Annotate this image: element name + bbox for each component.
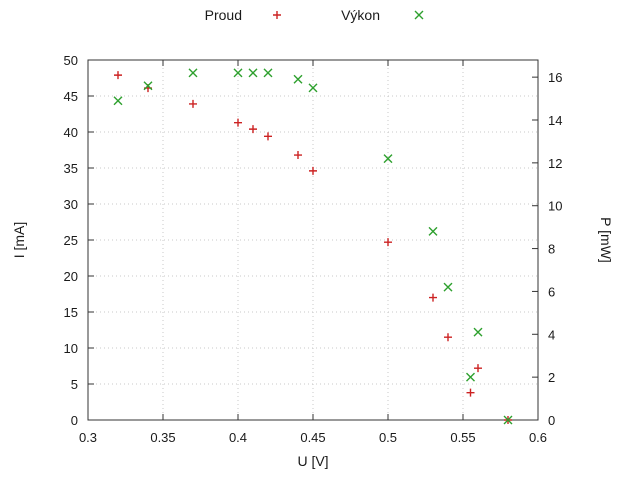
- y-left-tick-label: 10: [64, 341, 78, 356]
- data-point-cross: [466, 372, 475, 382]
- legend-marker-icon: [273, 11, 281, 19]
- y-left-tick-label: 5: [71, 377, 78, 392]
- data-point-cross: [428, 226, 438, 236]
- y-right-tick-label: 0: [548, 413, 555, 428]
- data-point-plus: [474, 364, 482, 373]
- y-right-tick-label: 2: [548, 370, 555, 385]
- y-left-tick-label: 40: [64, 125, 78, 140]
- data-point-plus: [309, 166, 317, 175]
- y-right-tick-label: 12: [548, 156, 562, 171]
- series-proud: [114, 71, 512, 424]
- y-right-tick-label: 16: [548, 70, 562, 85]
- x-tick-label: 0.4: [229, 430, 247, 445]
- y-left-tick-label: 15: [64, 305, 78, 320]
- x-tick-label: 0.3: [79, 430, 97, 445]
- tick-labels: 0.3 0.35 0.4 0.45 0.5 0.55 0.60510152025303540…: [64, 53, 563, 445]
- x-tick-label: 0.35: [150, 430, 175, 445]
- x-axis-label: U [V]: [297, 453, 328, 469]
- y-left-tick-label: 25: [64, 233, 78, 248]
- data-point-cross: [143, 81, 153, 91]
- data-point-plus: [384, 238, 392, 247]
- data-point-cross: [248, 68, 258, 78]
- data-point-plus: [114, 71, 122, 80]
- legend-label: Proud: [205, 7, 242, 23]
- data-point-cross: [503, 415, 513, 425]
- data-point-cross: [308, 83, 318, 93]
- data-point-cross: [113, 96, 123, 106]
- y-right-tick-label: 4: [548, 327, 555, 342]
- data-point-cross: [383, 154, 393, 164]
- y-axis-label-left: I [mA]: [11, 222, 27, 259]
- x-tick-label: 0.45: [300, 430, 325, 445]
- y-left-tick-label: 0: [71, 413, 78, 428]
- data-point-plus: [444, 333, 452, 342]
- x-tick-label: 0.55: [450, 430, 475, 445]
- data-point-cross: [263, 68, 273, 78]
- y-right-tick-label: 6: [548, 284, 555, 299]
- y-left-tick-label: 35: [64, 161, 78, 176]
- legend-marker-icon: [414, 10, 424, 20]
- data-point-plus: [189, 99, 197, 108]
- data-point-cross: [293, 74, 303, 84]
- grid: [87, 59, 539, 421]
- y-right-tick-label: 8: [548, 242, 555, 257]
- x-tick-label: 0.6: [529, 430, 547, 445]
- data-point-plus: [249, 125, 257, 134]
- data-point-plus: [294, 151, 302, 160]
- data-point-cross: [473, 327, 483, 337]
- legend: Proud Výkon: [205, 7, 424, 23]
- y-left-tick-label: 45: [64, 89, 78, 104]
- x-tick-label: 0.5: [379, 430, 397, 445]
- data-point-plus: [429, 293, 437, 302]
- data-point-plus: [264, 132, 272, 141]
- data-point-cross: [443, 282, 453, 292]
- series-vykon: [113, 68, 513, 425]
- data-point-plus: [234, 118, 242, 127]
- data-point-cross: [188, 68, 198, 78]
- y-right-tick-label: 14: [548, 113, 562, 128]
- data-point-plus: [466, 388, 475, 397]
- y-axis-label-right: P [mW]: [598, 217, 614, 263]
- y-left-tick-label: 30: [64, 197, 78, 212]
- y-left-tick-label: 50: [64, 53, 78, 68]
- axis-ticks: [87, 59, 539, 421]
- y-right-tick-label: 10: [548, 199, 562, 214]
- y-left-tick-label: 20: [64, 269, 78, 284]
- data-point-cross: [233, 68, 243, 78]
- legend-label: Výkon: [341, 7, 380, 23]
